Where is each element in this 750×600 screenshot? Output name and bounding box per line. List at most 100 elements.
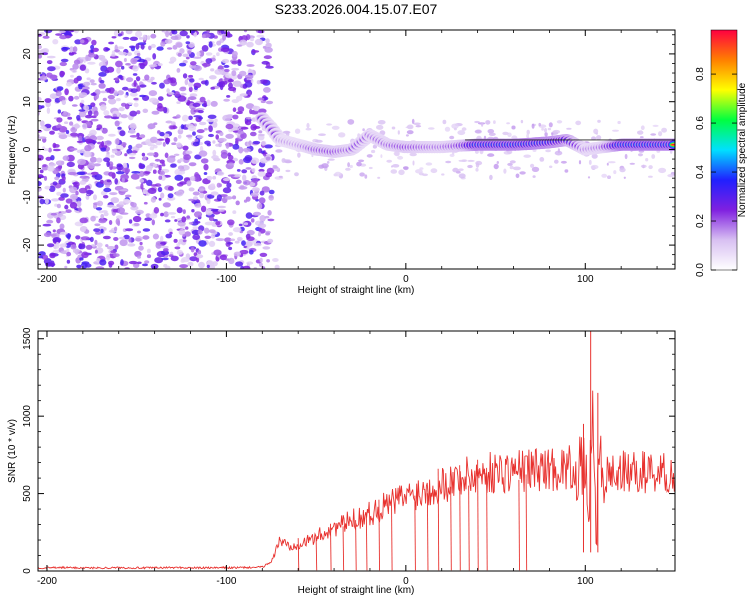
haze-blob [393,151,400,156]
noise-blob [226,31,231,38]
noise-blob [58,30,66,33]
noise-blob [94,174,103,181]
noise-blob [70,244,77,250]
noise-blob [250,124,257,131]
noise-blob [206,176,211,180]
noise-blob [188,187,195,192]
noise-blob [265,172,273,178]
noise-blob [152,169,157,174]
noise-blob [248,140,252,146]
noise-blob [101,141,105,147]
noise-blob [227,162,235,166]
noise-blob [160,212,164,217]
noise-blob [139,134,146,139]
spectrogram-y-label: Frequency (Hz) [7,116,18,185]
noise-blob [206,198,211,204]
noise-blob [85,244,93,250]
noise-blob [113,90,118,97]
noise-blob [159,159,165,164]
noise-blob [78,92,88,98]
haze-blob [488,132,496,136]
haze-blob [474,120,480,124]
noise-blob [150,136,158,143]
noise-blob [57,109,61,114]
noise-blob [244,120,252,126]
noise-blob [88,162,96,169]
noise-blob [38,180,42,187]
noise-blob [246,236,255,241]
noise-blob [265,38,270,44]
noise-blob [55,241,60,249]
noise-blob [138,245,144,251]
noise-blob [78,84,83,90]
noise-blob [264,144,273,149]
noise-blob [139,84,147,88]
x-tick-label: 100 [577,274,594,285]
haze-blob [285,169,291,173]
noise-blob [216,171,225,176]
haze-blob [639,136,644,139]
noise-blob [219,254,227,261]
noise-blob [182,60,188,64]
haze-blob [661,127,667,133]
noise-blob [188,74,194,78]
noise-blob [146,152,155,156]
noise-blob [203,164,209,171]
haze-blob [372,144,377,149]
noise-blob [114,49,120,53]
haze-blob [398,169,405,176]
noise-blob [206,99,211,107]
noise-blob [200,205,207,213]
noise-blob [160,245,169,249]
noise-blob [204,235,212,239]
noise-blob [231,50,238,58]
noise-blob [52,181,58,186]
noise-blob [137,255,141,259]
noise-blob [170,255,179,262]
noise-blob [120,259,124,266]
noise-blob [232,114,239,120]
noise-blob [148,90,158,97]
noise-blob [164,137,171,144]
x-tick-label: -100 [216,576,236,587]
noise-blob [226,95,231,98]
noise-blob [84,68,90,74]
snr-dropout [437,468,440,571]
noise-blob [182,145,189,151]
haze-blob [645,158,649,162]
haze-blob [640,164,647,168]
snr-dropout [468,485,470,571]
noise-blob [188,42,195,48]
noise-blob [212,121,218,128]
noise-blob [267,238,274,244]
noise-blob [108,87,115,94]
noise-blob [69,202,78,209]
noise-blob [136,110,141,115]
noise-blob [177,52,182,57]
noise-blob [117,33,122,37]
noise-blob [237,59,241,64]
noise-blob [118,201,125,206]
noise-blob [150,33,157,39]
y-tick-label: 500 [22,485,33,502]
noise-blob [116,98,121,102]
noise-blob [167,193,174,199]
noise-blob [157,102,163,109]
noise-blob [231,70,237,77]
noise-blob [272,258,279,262]
noise-blob [85,54,89,62]
noise-blob [91,244,96,247]
haze-blob [411,118,415,125]
noise-blob [193,252,198,257]
haze-blob [507,162,513,166]
haze-blob [578,160,582,165]
noise-blob [63,31,72,36]
haze-blob [547,127,552,131]
colorbar-ticks: 0.0 0.2 0.4 0.6 0.8 [695,67,737,277]
colorbar-tick-label: 0.0 [695,263,706,277]
noise-blob [236,95,243,102]
haze-blob [403,166,409,171]
snr-dropout [525,474,528,571]
noise-blob [152,163,158,167]
noise-blob [179,62,187,67]
